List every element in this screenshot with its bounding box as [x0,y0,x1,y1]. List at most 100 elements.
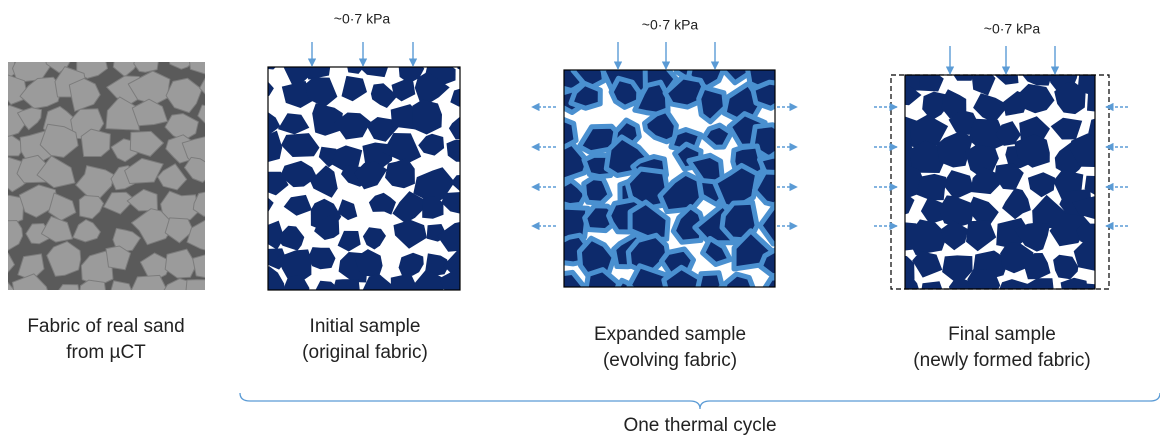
grain [268,130,283,162]
brace [239,392,1160,410]
grain [105,245,131,271]
load-label: ~0·7 kPa [984,21,1041,37]
grain [337,199,358,221]
grain [425,253,449,276]
grain [331,145,363,173]
grain [186,219,205,251]
grain [568,80,603,111]
grain [39,123,79,158]
sample-box [267,66,461,291]
grain [916,173,947,201]
grain [283,275,310,290]
grain [608,75,642,110]
grain [1087,85,1095,112]
grain [164,217,194,244]
grain [564,269,588,287]
grain [564,204,591,242]
grain [163,278,191,290]
grain [995,121,1021,146]
grain [46,241,82,277]
grain [695,270,725,287]
grain [281,80,314,108]
grain [1022,75,1052,86]
grain [362,273,395,290]
grain [966,220,997,252]
grain [1054,82,1086,115]
grain [1053,254,1079,280]
grain [437,222,460,252]
grain [721,271,756,287]
grain [268,67,276,70]
grain [412,99,442,135]
caption: (original fabric) [302,342,428,363]
grain [314,215,340,240]
grain [354,161,388,190]
load-label: ~0·7 kPa [642,17,699,33]
grain [696,84,728,125]
grain [905,82,922,106]
grain [129,130,164,157]
grain [103,191,136,215]
grain [382,133,422,164]
grain [1060,277,1088,289]
grain [48,192,77,222]
grain [1070,133,1095,167]
grain [412,269,445,290]
grain [347,67,365,74]
grain [942,255,973,285]
grain [312,103,343,136]
grain [920,197,948,225]
grain [268,266,285,290]
grain-field [8,62,205,290]
grain [185,279,205,290]
grain [370,83,398,108]
grain [921,281,943,289]
grain [973,93,1009,123]
grain [124,157,164,184]
grain [457,67,460,70]
grain [8,220,24,251]
grain [112,227,141,252]
grain [700,235,733,267]
grain [283,194,312,216]
grain [131,98,168,127]
grain [450,175,460,192]
grain [968,118,1008,154]
grain [1083,283,1095,289]
grain [441,192,460,214]
grain [564,116,579,151]
grain [752,169,775,208]
grain [906,219,948,256]
grain [909,114,949,146]
grain [8,281,15,290]
grain [72,219,101,243]
grain [268,197,274,213]
expanded-outline [890,74,1110,290]
grain [1073,240,1095,271]
grain [446,139,460,162]
grain [967,196,999,225]
grain [40,215,73,243]
grain [1014,134,1050,168]
grain [358,67,389,78]
grain [582,203,618,234]
grain [970,167,1000,195]
grain [332,279,360,290]
grain [762,275,775,287]
grain [1022,253,1051,280]
grain [276,249,312,281]
grain [393,219,427,249]
grain [912,251,943,278]
caption: Fabric of real sand [27,316,184,337]
grain [1018,83,1055,114]
grain [390,273,416,290]
grain [11,273,48,290]
grain [971,75,996,96]
grain [564,177,589,209]
caption: Final sample [948,324,1056,345]
grain [183,156,205,183]
grain [277,113,310,135]
grain [701,122,734,150]
grain [165,77,203,114]
grain [994,163,1024,190]
